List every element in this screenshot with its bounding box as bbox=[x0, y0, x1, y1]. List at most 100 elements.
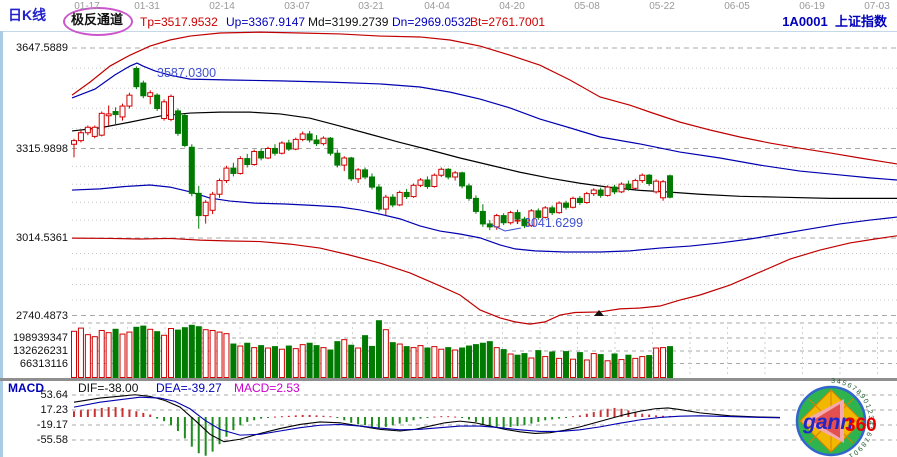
reversal-triangle-marker bbox=[594, 310, 604, 316]
volume-bar bbox=[604, 360, 611, 379]
macd-hist-bar bbox=[142, 412, 145, 417]
volume-bar bbox=[639, 356, 646, 379]
candle-body bbox=[91, 126, 98, 137]
volume-bar bbox=[466, 345, 473, 379]
macd-hist-bar bbox=[551, 417, 554, 420]
candle-body bbox=[133, 67, 140, 88]
volume-bar bbox=[244, 342, 251, 379]
candle-body bbox=[445, 168, 452, 178]
candle-body bbox=[535, 210, 542, 218]
volume-bar bbox=[299, 344, 306, 378]
volume-bar bbox=[362, 335, 369, 378]
volume-bar bbox=[500, 349, 507, 378]
volume-bar bbox=[389, 342, 396, 378]
candle-body bbox=[389, 196, 396, 206]
volume-bar bbox=[105, 332, 112, 379]
date-tick-label: 04-20 bbox=[499, 1, 525, 12]
volume-bar bbox=[133, 326, 140, 379]
candle-body bbox=[438, 168, 445, 176]
macd-hist-bar bbox=[301, 414, 304, 417]
volume-bar bbox=[417, 345, 424, 379]
volume-bar bbox=[431, 346, 438, 378]
macd-hist-bar bbox=[183, 417, 186, 439]
volume-bar bbox=[216, 331, 223, 378]
candle-body bbox=[348, 157, 355, 180]
macd-hist-bar bbox=[287, 415, 290, 417]
channel-indicator-label[interactable]: 极反通道 bbox=[71, 12, 124, 27]
volume-bar bbox=[355, 347, 362, 378]
volume-bar bbox=[375, 320, 382, 378]
date-tick-label: 05-08 bbox=[574, 1, 600, 12]
macd-hist-bar bbox=[398, 417, 401, 424]
symbol-name[interactable]: 1A0001 上证指数 bbox=[782, 15, 887, 28]
candle-body bbox=[410, 184, 417, 198]
volume-axis-label: 66313116 bbox=[19, 357, 68, 370]
volume-bar bbox=[292, 348, 299, 379]
candle-body bbox=[466, 185, 473, 199]
chart-type-label: 日K线 bbox=[8, 7, 47, 23]
candle-body bbox=[424, 179, 431, 187]
logo-red-arrow bbox=[812, 404, 840, 438]
candle-body bbox=[140, 82, 147, 97]
macd-hist-bar bbox=[246, 417, 249, 422]
band-tp-line bbox=[71, 31, 897, 165]
volume-bar bbox=[271, 346, 278, 378]
macd-pane-title[interactable]: MACD bbox=[8, 381, 44, 395]
candle-body bbox=[382, 196, 389, 210]
macd-hist-bar bbox=[232, 417, 235, 431]
date-tick-label: 03-21 bbox=[358, 1, 384, 12]
volume-bar bbox=[410, 347, 417, 378]
candle-body bbox=[556, 202, 563, 214]
macd-hist-bar bbox=[156, 417, 159, 419]
candle-body bbox=[251, 150, 258, 166]
volume-bar bbox=[181, 327, 188, 378]
date-tick-label: 04-04 bbox=[424, 1, 450, 12]
volume-bar bbox=[563, 351, 570, 378]
date-tick-label: 06-05 bbox=[724, 1, 750, 12]
dea-readout: DEA=-39.27 bbox=[156, 381, 222, 395]
macd-hist-bar bbox=[370, 417, 373, 427]
band-md-line bbox=[71, 111, 897, 199]
symbol-title: 上证指数 bbox=[834, 14, 887, 29]
macd-hist-bar bbox=[163, 417, 166, 422]
channel-indicator-ellipse[interactable] bbox=[63, 7, 133, 36]
volume-bar bbox=[459, 347, 466, 378]
macd-hist-bar bbox=[592, 412, 595, 417]
macd-hist-bar bbox=[516, 417, 519, 427]
macd-hist-bar bbox=[260, 417, 263, 419]
volume-bar bbox=[265, 347, 272, 378]
candle-body bbox=[660, 181, 667, 199]
macd-hist-bar bbox=[384, 417, 387, 427]
macd-hist-bar bbox=[128, 409, 131, 417]
candle-body bbox=[417, 179, 424, 186]
macd-hist-bar bbox=[648, 414, 651, 417]
price-axis-label: 3647.5889 bbox=[16, 42, 68, 54]
macd-hist-bar bbox=[239, 417, 242, 426]
volume-bar bbox=[618, 359, 625, 379]
price-axis-label: 3315.9898 bbox=[16, 142, 68, 155]
candle-body bbox=[653, 180, 660, 193]
candle-body bbox=[161, 101, 168, 119]
candle-body bbox=[209, 193, 216, 211]
candle-body bbox=[625, 183, 632, 189]
macd-hist-bar bbox=[634, 412, 637, 417]
volume-axis-label: 132626231 bbox=[12, 345, 68, 357]
candle-body bbox=[666, 175, 673, 198]
date-tick-label: 06-19 bbox=[799, 1, 825, 12]
macd-hist-bar bbox=[121, 407, 124, 417]
volume-bar bbox=[479, 342, 486, 379]
volume-bar bbox=[493, 347, 500, 378]
date-tick-label: 02-14 bbox=[209, 1, 235, 12]
volume-bar bbox=[382, 329, 389, 378]
candle-body bbox=[590, 189, 597, 195]
candle-body bbox=[459, 172, 466, 187]
macd-hist-bar bbox=[474, 417, 477, 422]
candle-body bbox=[403, 191, 410, 198]
volume-bar bbox=[590, 353, 597, 378]
candle-body bbox=[278, 142, 285, 154]
macd-hist-bar bbox=[558, 417, 561, 419]
macd-hist-bar bbox=[225, 417, 228, 437]
